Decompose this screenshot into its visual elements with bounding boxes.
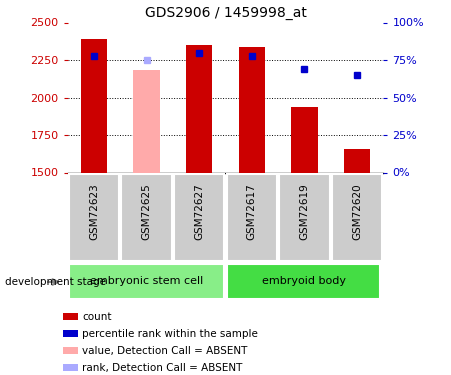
- Text: GSM72625: GSM72625: [142, 183, 152, 240]
- Bar: [332, 174, 382, 261]
- Bar: [63, 364, 78, 371]
- Bar: [344, 148, 370, 172]
- Bar: [174, 174, 225, 261]
- Bar: [239, 46, 265, 172]
- Text: GSM72619: GSM72619: [299, 183, 309, 240]
- Bar: [121, 174, 172, 261]
- Text: development stage: development stage: [5, 277, 106, 287]
- Bar: [81, 39, 107, 173]
- Bar: [279, 174, 330, 261]
- Bar: [63, 313, 78, 320]
- Text: GSM72623: GSM72623: [89, 183, 99, 240]
- Bar: [63, 330, 78, 337]
- Text: embryoid body: embryoid body: [262, 276, 346, 286]
- Bar: [69, 174, 119, 261]
- Text: GSM72627: GSM72627: [194, 183, 204, 240]
- Text: count: count: [82, 312, 112, 322]
- Bar: [226, 174, 277, 261]
- Title: GDS2906 / 1459998_at: GDS2906 / 1459998_at: [145, 6, 306, 20]
- Text: rank, Detection Call = ABSENT: rank, Detection Call = ABSENT: [82, 363, 243, 373]
- Bar: [69, 264, 225, 298]
- Bar: [63, 347, 78, 354]
- Text: percentile rank within the sample: percentile rank within the sample: [82, 328, 258, 339]
- Text: GSM72620: GSM72620: [352, 183, 362, 240]
- Bar: [291, 106, 318, 172]
- Bar: [186, 45, 212, 172]
- Text: GSM72617: GSM72617: [247, 183, 257, 240]
- Bar: [133, 70, 160, 172]
- Text: value, Detection Call = ABSENT: value, Detection Call = ABSENT: [82, 346, 248, 356]
- Bar: [226, 264, 380, 298]
- Text: embryonic stem cell: embryonic stem cell: [90, 276, 203, 286]
